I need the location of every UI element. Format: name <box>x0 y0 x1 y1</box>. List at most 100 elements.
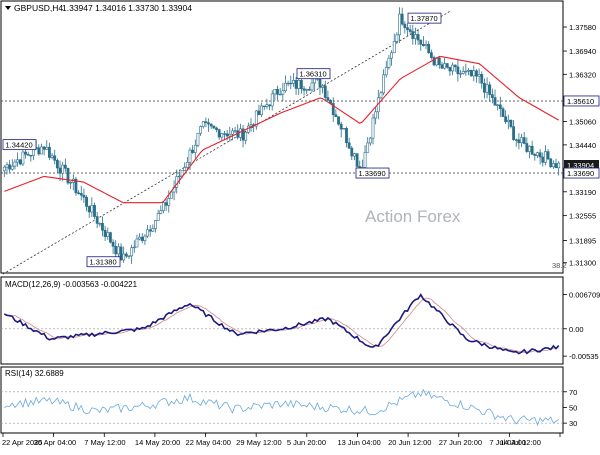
candle-body <box>199 126 203 134</box>
candle-body <box>284 82 287 92</box>
candle-body <box>408 29 412 32</box>
svg-text:1.36310: 1.36310 <box>300 70 327 79</box>
swing-label: 1.37870 <box>407 12 442 24</box>
candle-body <box>177 175 181 178</box>
candle-body <box>440 64 444 69</box>
price-tick-label: 1.31895 <box>569 236 596 245</box>
candle-body <box>114 245 118 255</box>
time-tick-label: 22 May 04:00 <box>186 438 231 447</box>
macd-tick-label: 0.006709 <box>569 291 600 300</box>
candle-body <box>424 43 428 46</box>
macd-label: MACD(12,26,9) -0.003563 -0.004221 <box>5 280 138 289</box>
time-tick-label: 7 May 12:00 <box>84 438 125 447</box>
candle-body <box>334 114 338 117</box>
time-tick-label: 7 Jul 04:00 <box>489 438 526 447</box>
candle-body <box>111 241 115 247</box>
price-tick-label: 1.33190 <box>569 188 596 197</box>
candle-body <box>451 64 454 72</box>
candle-body <box>294 80 298 89</box>
candle-body <box>58 167 62 174</box>
candle-body <box>127 255 131 257</box>
candle-body <box>337 116 340 125</box>
candle-body <box>109 232 112 243</box>
candle-body <box>69 182 73 184</box>
candle-body <box>26 154 30 156</box>
candle-body <box>382 74 386 94</box>
svg-text:1.31380: 1.31380 <box>90 258 117 267</box>
candle-body <box>82 194 86 198</box>
candle-body <box>443 63 447 69</box>
svg-text:1.34420: 1.34420 <box>6 141 33 150</box>
candle-body <box>292 80 295 84</box>
candle-body <box>225 133 229 137</box>
candle-body <box>209 123 213 127</box>
rsi-tick-label: 30 <box>569 419 577 428</box>
chart-ohlc: 1.33947 1.34016 1.33730 1.33904 <box>62 3 192 13</box>
candle-body <box>143 235 147 241</box>
chart-symbol: GBPUSD,H4 <box>14 3 63 13</box>
candle-body <box>546 151 550 160</box>
candle-body <box>384 67 388 76</box>
macd-tick-label: -0.00535 <box>569 352 599 361</box>
candle-body <box>400 13 404 25</box>
candle-body <box>448 67 452 72</box>
candle-body <box>286 82 290 85</box>
candle-body <box>483 82 486 93</box>
candle-body <box>265 104 269 107</box>
candle-body <box>146 229 149 237</box>
swing-label: 1.33690 <box>355 167 390 179</box>
candle-body <box>414 34 417 39</box>
candle-body <box>276 88 279 95</box>
price-tick-label: 1.36320 <box>569 70 596 79</box>
candle-body <box>53 155 57 161</box>
macd-axis: 0.006709 0.00 -0.00535 <box>563 291 600 361</box>
candle-body <box>18 159 22 165</box>
candle-body <box>310 82 314 91</box>
macd-panel <box>0 276 564 365</box>
candle-body <box>238 128 242 138</box>
candle-body <box>40 146 43 155</box>
candle-body <box>162 202 165 211</box>
candle-body <box>533 154 537 156</box>
candle-body <box>231 130 234 135</box>
candle-body <box>101 223 104 231</box>
candle-body <box>456 66 460 75</box>
candle-body <box>262 105 266 108</box>
candle-body <box>16 159 19 163</box>
time-tick-label: 20 Jun 12:00 <box>388 438 431 447</box>
candle-body <box>493 97 497 106</box>
candle-body <box>554 163 558 169</box>
macd-lines <box>1 293 563 355</box>
candle-body <box>520 137 523 144</box>
candle-body <box>154 220 157 229</box>
candle-body <box>509 119 513 127</box>
candle-body <box>98 223 102 225</box>
candle-body <box>461 71 465 74</box>
candle-body <box>347 142 351 149</box>
dropdown-icon[interactable] <box>5 6 11 10</box>
candle-body <box>517 139 521 144</box>
candle-body <box>90 205 94 213</box>
candle-body <box>313 78 317 84</box>
rsi-line <box>4 388 559 427</box>
rsi-tick-label: 70 <box>569 388 577 397</box>
price-tick-label: 1.32555 <box>569 212 596 221</box>
candle-body <box>557 162 561 169</box>
candle-body <box>63 164 67 169</box>
candle-body <box>281 90 285 95</box>
swing-label: 1.36310 <box>296 68 331 80</box>
candle-body <box>55 160 59 169</box>
candle-body <box>416 34 420 41</box>
price-axis: 1.37580 1.36940 1.36320 1.35060 1.34440 1.331… <box>563 23 600 268</box>
time-tick-label: 30 Apr 04:00 <box>34 438 77 447</box>
candle-body <box>321 85 325 88</box>
candle-body <box>156 213 160 221</box>
candle-body <box>525 143 529 152</box>
time-tick-label: 13 Jun 04:00 <box>337 438 380 447</box>
candle-body <box>21 151 25 165</box>
candle-body <box>501 108 505 117</box>
candle-body <box>480 74 484 84</box>
candle-body <box>42 146 46 150</box>
